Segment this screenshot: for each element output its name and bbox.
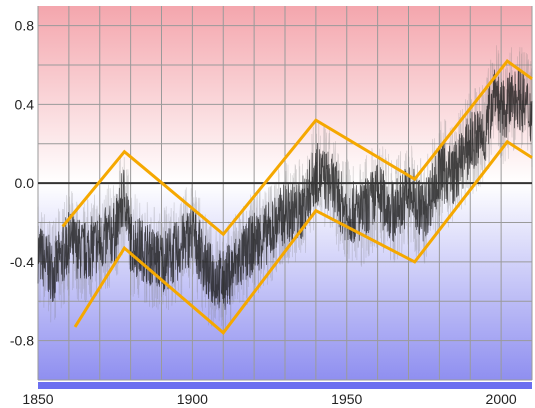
x-tick-label: 2000 bbox=[486, 391, 517, 407]
x-tick-labels: 1850 1900 1950 2000 bbox=[22, 391, 516, 407]
y-tick-label: 0.8 bbox=[15, 18, 35, 34]
upper-envelope-line bbox=[61, 59, 533, 237]
y-tick-label: 0.0 bbox=[15, 175, 35, 191]
y-tick-label: -0.4 bbox=[10, 254, 34, 270]
x-tick-label: 1950 bbox=[331, 391, 362, 407]
temperature-anomaly-line bbox=[37, 67, 533, 310]
y-tick-label: 0.4 bbox=[15, 96, 35, 112]
x-tick-label: 1900 bbox=[177, 391, 208, 407]
y-tick-labels: 0.8 0.4 0.0 -0.4 -0.8 bbox=[10, 18, 34, 349]
bottom-bar bbox=[38, 382, 532, 389]
x-tick-label: 1850 bbox=[22, 391, 53, 407]
y-tick-label: -0.8 bbox=[10, 333, 34, 349]
lower-envelope-line bbox=[73, 139, 533, 335]
